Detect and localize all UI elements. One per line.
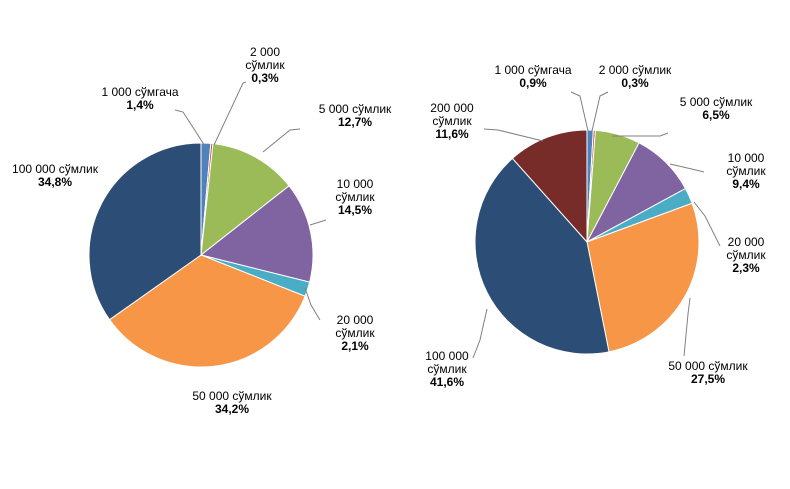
leader-line xyxy=(570,91,589,132)
data-label: 10 000 сўмлик 14,5% xyxy=(335,177,375,217)
data-label-category: сўмлик xyxy=(726,248,766,262)
data-label: 100 000 сўмлик 41,6% xyxy=(425,349,469,389)
data-label-category: 20 000 xyxy=(728,235,765,249)
leader-line xyxy=(683,297,691,357)
data-label-category: 10 000 xyxy=(728,151,765,165)
data-label-category: 2 000 xyxy=(250,45,280,59)
pie-chart-left: 1 000 сўмгача 1,4%2 000 сўмлик 0,3%5 000 сў… xyxy=(12,45,392,416)
data-label-category: 20 000 xyxy=(337,313,374,327)
data-label-value: 0,3% xyxy=(251,71,279,85)
data-label-category: сўмлик xyxy=(427,362,467,376)
data-label: 100 000 сўмлик 34,8% xyxy=(12,162,99,189)
pie-slice xyxy=(88,142,202,321)
leader-line xyxy=(483,128,544,142)
data-label-category: сўмлик xyxy=(335,326,375,340)
data-label-category: сўмлик xyxy=(726,164,766,178)
data-label: 5 000 сўмлик 12,7% xyxy=(319,102,392,129)
data-label-category: сўмлик xyxy=(335,190,375,204)
data-label: 200 000 сўмлик 11,6% xyxy=(430,101,474,141)
data-label-category: сўмлик xyxy=(432,114,472,128)
data-label: 2 000 сўмлик 0,3% xyxy=(599,63,672,90)
pie-slice xyxy=(199,185,314,283)
data-label-value: 6,5% xyxy=(702,108,730,122)
data-label-category: 50 000 сўмлик xyxy=(668,359,748,373)
data-label-value: 0,9% xyxy=(519,76,547,90)
leader-line xyxy=(472,308,488,359)
data-label: 1 000 сўмгача 1,4% xyxy=(101,85,178,112)
leader-line xyxy=(174,109,206,147)
data-label: 50 000 сўмлик 34,2% xyxy=(192,389,272,416)
pie-slice xyxy=(586,202,700,353)
leader-line xyxy=(309,219,327,226)
leader-line xyxy=(693,201,721,247)
data-label-category: 10 000 xyxy=(337,177,374,191)
data-label-category: 100 000 xyxy=(425,349,469,363)
data-label-category: 2 000 сўмлик xyxy=(599,63,672,77)
data-label-value: 34,2% xyxy=(215,402,249,416)
leader-line xyxy=(262,128,301,153)
data-label-value: 12,7% xyxy=(338,115,372,129)
pie-slice xyxy=(108,254,306,368)
leader-line xyxy=(591,91,609,132)
leader-line xyxy=(213,81,247,146)
data-label-category: 50 000 сўмлик xyxy=(192,389,272,403)
data-label-category: 100 000 сўмлик xyxy=(12,162,99,176)
data-label-category: 5 000 сўмлик xyxy=(680,95,753,109)
pie-slice xyxy=(474,157,610,355)
data-label-value: 0,3% xyxy=(621,76,649,90)
data-label: 50 000 сўмлик 27,5% xyxy=(668,359,748,386)
data-label-value: 9,4% xyxy=(732,177,760,191)
data-label-value: 14,5% xyxy=(338,203,372,217)
leader-line xyxy=(612,132,669,137)
data-label-value: 41,6% xyxy=(430,375,464,389)
pie-chart-right: 1 000 сўмгача 0,9% 2 000 сўмлик 0,3% 5 000 с… xyxy=(425,63,766,389)
data-label-category: 5 000 сўмлик xyxy=(319,102,392,116)
leader-line xyxy=(669,163,705,173)
data-label-category: 200 000 xyxy=(430,101,474,115)
data-label: 10 000 сўмлик 9,4% xyxy=(726,151,766,191)
data-label-category: 1 000 сўмгача xyxy=(101,85,178,99)
pie-slice xyxy=(511,129,588,244)
data-label-value: 2,1% xyxy=(341,339,369,353)
data-label: 5 000 сўмлик 6,5% xyxy=(680,95,753,122)
data-label: 2 000 сўмлик 0,3% xyxy=(245,45,285,85)
data-label-value: 27,5% xyxy=(691,372,725,386)
data-label-category: 1 000 сўмгача xyxy=(494,63,571,77)
pie-slice xyxy=(200,143,290,257)
data-label-value: 2,3% xyxy=(732,261,760,275)
data-label-value: 1,4% xyxy=(126,98,154,112)
data-label-value: 34,8% xyxy=(38,175,72,189)
data-label: 1 000 сўмгача 0,9% xyxy=(494,63,571,90)
data-label: 20 000 сўмлик 2,1% xyxy=(335,313,375,353)
data-label-value: 11,6% xyxy=(435,127,469,141)
leader-line xyxy=(304,287,321,321)
data-label: 20 000 сўмлик 2,3% xyxy=(726,235,766,275)
data-label-category: сўмлик xyxy=(245,58,285,72)
